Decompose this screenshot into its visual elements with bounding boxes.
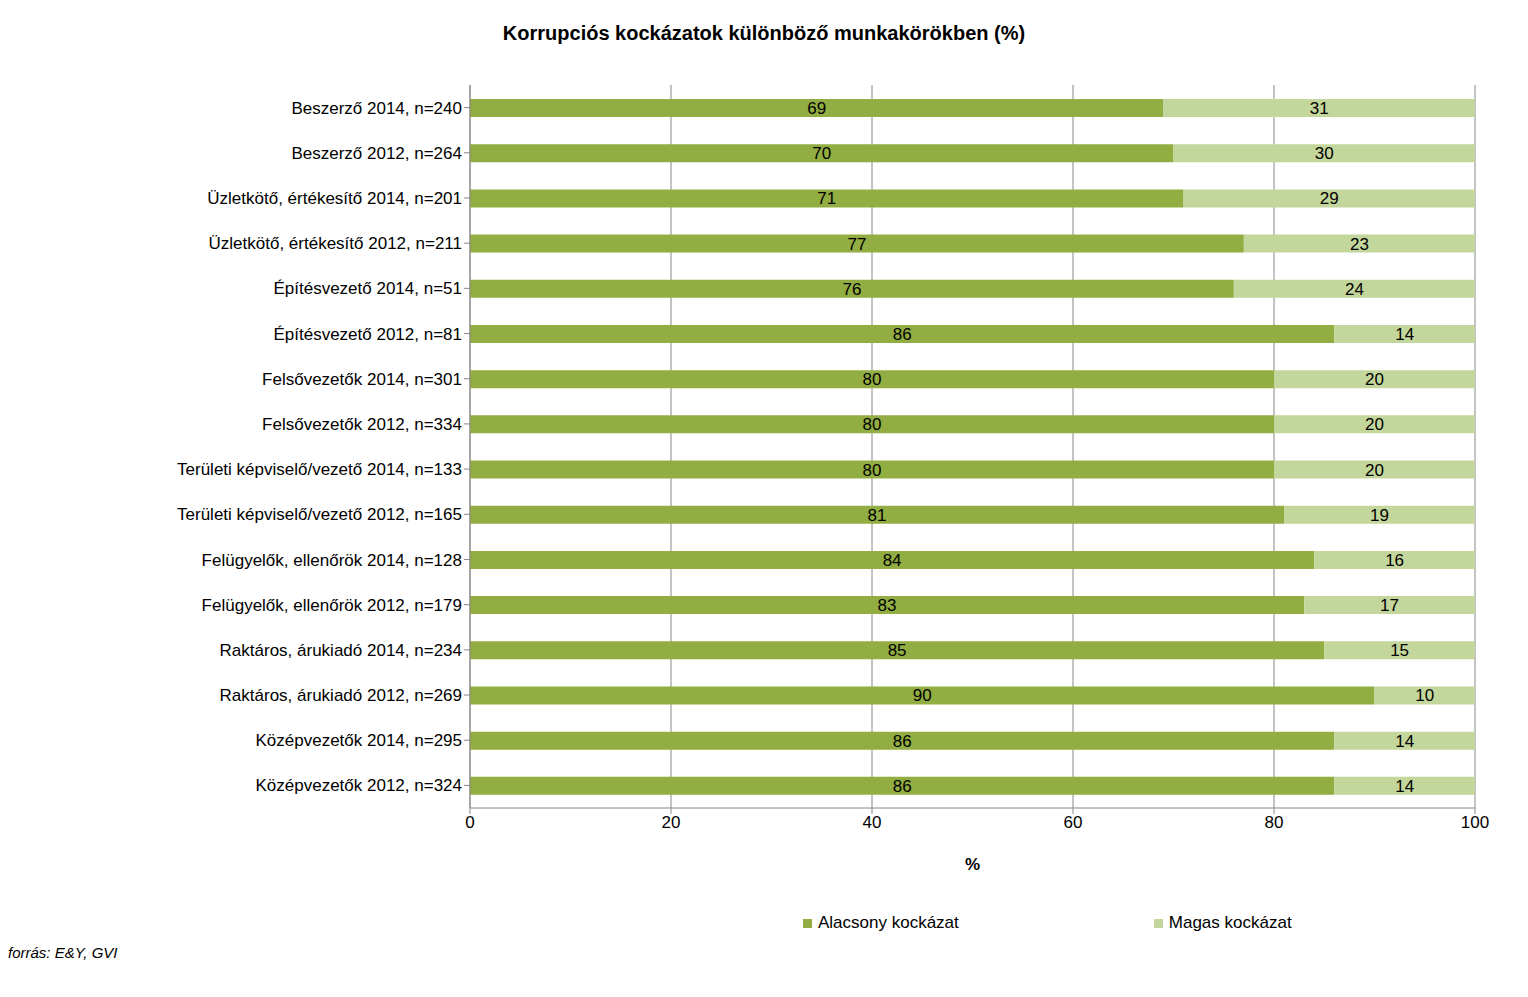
- svg-text:29: 29: [1320, 189, 1339, 208]
- svg-text:Középvezetők 2014, n=295: Középvezetők 2014, n=295: [255, 731, 462, 750]
- html-text:Korrupciós kockázatok különböz: Korrupciós kockázatok különböző munkakör…: [502, 22, 1026, 44]
- svg-text:100: 100: [1461, 813, 1489, 832]
- svg-text:40: 40: [863, 813, 882, 832]
- svg-text:Építésvezető 2012, n=81: Építésvezető 2012, n=81: [273, 325, 462, 344]
- svg-text:86: 86: [893, 325, 912, 344]
- svg-text:Üzletkötő, értékesítő 2012, n=: Üzletkötő, értékesítő 2012, n=211: [209, 234, 462, 253]
- svg-text:30: 30: [1315, 144, 1334, 163]
- svg-text:80: 80: [1265, 813, 1284, 832]
- svg-text:Területi képviselő/vezető 2012: Területi képviselő/vezető 2012, n=165: [177, 505, 462, 524]
- svg-text:Raktáros, árukiadó 2012, n=269: Raktáros, árukiadó 2012, n=269: [220, 686, 462, 705]
- svg-text:Építésvezető 2014, n=51: Építésvezető 2014, n=51: [273, 279, 462, 298]
- svg-text:Beszerző 2014, n=240: Beszerző 2014, n=240: [291, 99, 462, 118]
- svg-text:10: 10: [1415, 686, 1434, 705]
- html-text:Magas kockázat: Magas kockázat: [1168, 913, 1292, 932]
- svg-text:19: 19: [1370, 506, 1389, 525]
- svg-text:Beszerző 2012, n=264: Beszerző 2012, n=264: [291, 144, 462, 163]
- svg-text:24: 24: [1345, 280, 1364, 299]
- svg-text:69: 69: [807, 99, 826, 118]
- svg-text:80: 80: [863, 415, 882, 434]
- svg-text:17: 17: [1380, 596, 1399, 615]
- html-text:Alacsony kockázat: Alacsony kockázat: [818, 913, 959, 932]
- html-text:forrás: E&Y, GVI: forrás: E&Y, GVI: [8, 944, 118, 961]
- svg-text:Raktáros, árukiadó 2014, n=234: Raktáros, árukiadó 2014, n=234: [220, 641, 462, 660]
- svg-text:16: 16: [1385, 551, 1404, 570]
- svg-text:84: 84: [883, 551, 902, 570]
- svg-text:60: 60: [1064, 813, 1083, 832]
- svg-text:83: 83: [878, 596, 897, 615]
- svg-text:15: 15: [1390, 641, 1409, 660]
- svg-text:Felügyelők, ellenőrök 2014, n=: Felügyelők, ellenőrök 2014, n=128: [202, 551, 462, 570]
- svg-text:Üzletkötő, értékesítő 2014, n=: Üzletkötő, értékesítő 2014, n=201: [207, 189, 462, 208]
- svg-text:Területi képviselő/vezető 2014: Területi képviselő/vezető 2014, n=133: [177, 460, 462, 479]
- svg-text:Felsővezetők 2014, n=301: Felsővezetők 2014, n=301: [262, 370, 462, 389]
- svg-text:86: 86: [893, 777, 912, 796]
- svg-text:80: 80: [863, 461, 882, 480]
- svg-text:71: 71: [817, 189, 836, 208]
- svg-text:0: 0: [465, 813, 474, 832]
- svg-text:70: 70: [812, 144, 831, 163]
- svg-text:20: 20: [1365, 370, 1384, 389]
- svg-text:%: %: [965, 855, 980, 874]
- svg-text:14: 14: [1395, 777, 1414, 796]
- svg-text:81: 81: [868, 506, 887, 525]
- svg-text:20: 20: [1365, 461, 1384, 480]
- svg-text:14: 14: [1395, 325, 1414, 344]
- svg-text:76: 76: [842, 280, 861, 299]
- svg-text:Felügyelők, ellenőrök 2012, n=: Felügyelők, ellenőrök 2012, n=179: [202, 596, 462, 615]
- svg-text:31: 31: [1310, 99, 1329, 118]
- svg-text:90: 90: [913, 686, 932, 705]
- svg-text:85: 85: [888, 641, 907, 660]
- svg-text:14: 14: [1395, 732, 1414, 751]
- svg-text:77: 77: [847, 235, 866, 254]
- svg-text:Felsővezetők 2012, n=334: Felsővezetők 2012, n=334: [262, 415, 462, 434]
- svg-text:80: 80: [863, 370, 882, 389]
- svg-text:20: 20: [662, 813, 681, 832]
- svg-text:Középvezetők 2012, n=324: Középvezetők 2012, n=324: [255, 776, 462, 795]
- svg-text:23: 23: [1350, 235, 1369, 254]
- svg-text:20: 20: [1365, 415, 1384, 434]
- svg-text:86: 86: [893, 732, 912, 751]
